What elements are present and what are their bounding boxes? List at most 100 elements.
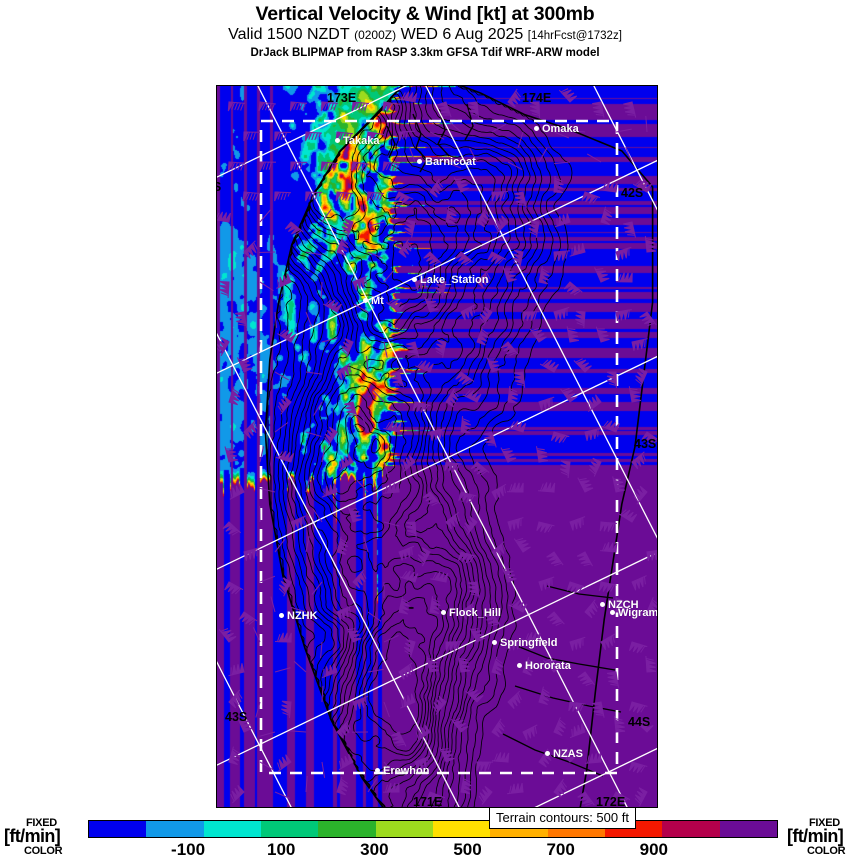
wind-barb	[507, 638, 524, 651]
wind-barb	[401, 454, 416, 473]
wind-barb	[305, 371, 322, 375]
wind-barb	[304, 131, 323, 142]
wind-barb	[569, 723, 586, 739]
wind-barb	[507, 517, 524, 531]
wind-barb	[255, 701, 261, 718]
colorbar-segment-11	[719, 821, 777, 837]
wind-barb	[259, 731, 276, 737]
wind-barb	[569, 636, 586, 651]
wind-barb	[290, 161, 308, 172]
wind-barb	[600, 420, 620, 433]
legend-units-right: [ft/min]	[787, 826, 844, 846]
wind-barb	[383, 461, 390, 478]
wind-barb	[415, 724, 431, 742]
wind-barb	[429, 178, 444, 198]
forecast-tag: [14hrFcst@1732z]	[527, 30, 622, 43]
legend-units-left: [ft/min]	[4, 826, 61, 846]
wind-barb	[236, 717, 253, 733]
wind-barb	[275, 450, 295, 463]
wind-barb	[458, 656, 471, 673]
graticule-meridian	[425, 86, 657, 539]
wind-barb	[424, 296, 439, 313]
wind-barb	[575, 310, 586, 329]
wind-barb	[558, 748, 577, 763]
wind-barb	[363, 536, 369, 553]
wind-barb	[476, 208, 490, 228]
wind-barb	[277, 329, 297, 343]
colorbar-ticks: -100 100 300 500 700 900	[88, 840, 778, 860]
wind-barb	[641, 431, 657, 446]
wind-barb	[274, 191, 292, 202]
wind-barb	[338, 753, 354, 771]
wind-barb	[500, 447, 517, 463]
wind-barb	[362, 416, 369, 433]
wind-barb	[351, 161, 369, 172]
wind-barb	[584, 427, 601, 441]
wind-barb	[276, 273, 292, 289]
wind-barb	[513, 537, 531, 553]
wind-barb	[257, 386, 261, 403]
graticule-meridian	[217, 332, 460, 807]
terrain-contour-line	[300, 93, 496, 807]
weather-map[interactable]: Takaka Barnicoat Omaka Lake_Station Mt NZHK Fl…	[216, 85, 658, 808]
wind-barb	[594, 267, 610, 283]
wind-barb	[645, 655, 657, 673]
wind-barb	[454, 251, 474, 266]
wind-barb	[460, 776, 472, 795]
wind-barb	[566, 326, 580, 343]
wind-barb	[615, 595, 626, 613]
wind-barb	[234, 311, 248, 328]
map-overlay-vectors	[217, 86, 657, 807]
wind-barb	[453, 177, 470, 193]
wind-barb	[353, 303, 369, 313]
wind-barb	[335, 131, 353, 142]
graticule-meridian	[217, 660, 292, 807]
colorbar-tick--100: -100	[171, 840, 206, 859]
wind-barb	[435, 339, 447, 358]
wind-barb	[445, 206, 457, 225]
wind-barb	[336, 605, 352, 621]
wind-barb	[259, 281, 274, 292]
wind-barb	[592, 701, 605, 718]
wind-barb	[506, 482, 524, 493]
wind-barb	[320, 101, 338, 112]
colorbar-gradient[interactable]	[88, 820, 778, 838]
wind-barb	[293, 660, 307, 673]
wind-barb	[259, 761, 275, 771]
wind-barb	[217, 211, 231, 223]
chart-header: Vertical Velocity & Wind [kt] at 300mb V…	[0, 0, 850, 60]
wind-barb	[507, 782, 524, 795]
wind-barb	[372, 389, 385, 403]
wind-barb	[585, 752, 602, 764]
wind-barb	[550, 431, 570, 444]
wind-barb	[645, 115, 648, 133]
wind-barb	[227, 101, 245, 112]
wind-barb	[631, 575, 647, 591]
terrain-contour-line	[291, 86, 520, 807]
forecast-domain-box	[259, 119, 619, 775]
wind-barb	[259, 209, 271, 223]
wind-barb	[281, 700, 292, 718]
wind-barb	[546, 611, 565, 626]
wind-barb	[274, 311, 278, 328]
wind-barb	[406, 341, 420, 358]
wind-barb	[628, 761, 648, 774]
wind-barb	[228, 663, 245, 677]
wind-barb	[243, 420, 258, 439]
wind-barb	[289, 730, 307, 733]
wind-barb	[335, 191, 353, 202]
domain-boundary-rect	[259, 119, 619, 775]
wind-barb	[422, 491, 441, 506]
wind-barb	[445, 641, 463, 652]
wind-barb	[569, 243, 586, 257]
colorbar-legend: FIXED [ft/min] COLOR -100 100 300 500 700 900…	[0, 817, 850, 860]
wind-barb	[606, 671, 620, 688]
wind-barb	[512, 249, 524, 268]
wind-barb	[383, 421, 402, 433]
wind-barb	[448, 121, 462, 133]
wind-barb	[382, 782, 400, 793]
wind-barb	[352, 695, 369, 711]
graticule-parallel	[217, 159, 657, 374]
wind-barb	[538, 396, 555, 411]
wind-barb	[224, 446, 238, 463]
